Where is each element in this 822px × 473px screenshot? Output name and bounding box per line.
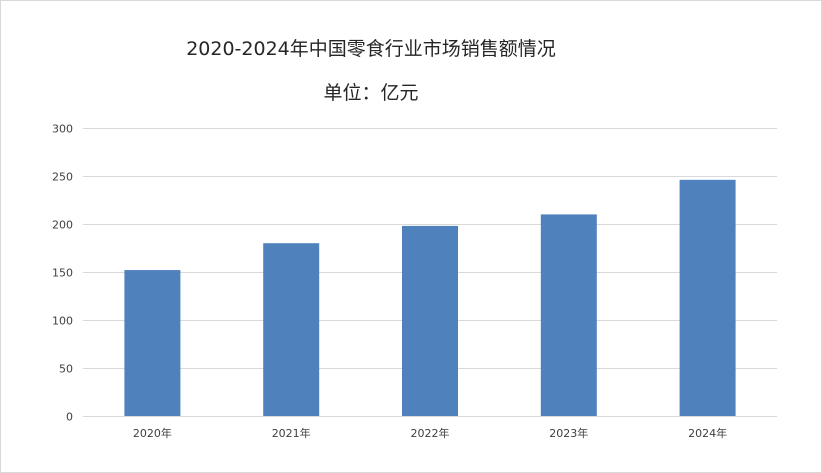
bar: [124, 270, 181, 416]
y-tick-label: 50: [59, 363, 73, 376]
y-tick-label: 250: [52, 171, 73, 184]
chart-title: 2020-2024年中国零食行业市场销售额情况: [186, 38, 556, 60]
y-tick-label: 200: [52, 219, 73, 232]
bars: [124, 179, 736, 416]
x-tick-label: 2024年: [688, 426, 727, 440]
bar: [263, 243, 320, 416]
x-tick-label: 2023年: [549, 426, 588, 440]
bar: [402, 225, 458, 416]
y-tick-label: 300: [52, 123, 73, 136]
y-tick-label: 150: [52, 267, 73, 280]
bar: [679, 179, 736, 416]
x-axis-ticks: 2020年 2021年 2022年 2023年 2024年: [133, 426, 727, 440]
x-tick-label: 2020年: [133, 426, 172, 440]
gridlines: [83, 128, 777, 417]
x-tick-label: 2022年: [411, 426, 450, 440]
chart-subtitle: 单位：亿元: [323, 82, 419, 104]
y-tick-label: 0: [66, 411, 73, 424]
x-tick-label: 2021年: [272, 426, 311, 440]
y-axis-ticks: 0 50 100 150 200 250 300: [52, 123, 73, 424]
bar: [540, 214, 597, 416]
y-tick-label: 100: [52, 315, 73, 328]
